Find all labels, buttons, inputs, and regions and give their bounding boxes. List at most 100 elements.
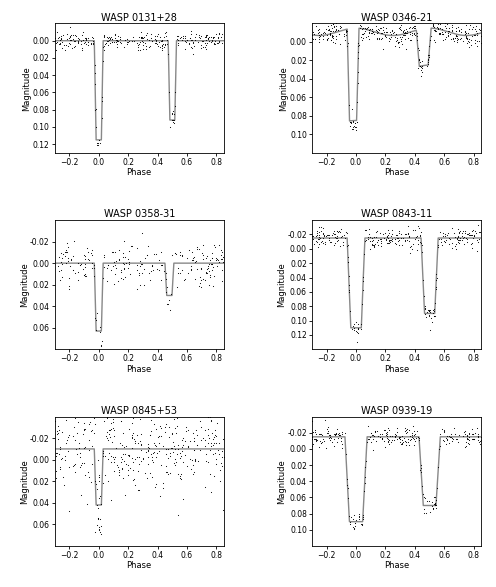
Point [416, 230, 424, 239]
Point [52, 466, 60, 475]
Point [162, 268, 170, 278]
Point [112, 38, 120, 47]
Point [355, 515, 363, 524]
Point [71, 41, 79, 50]
Point [360, 29, 368, 38]
Point [323, 34, 331, 43]
Point [69, 461, 77, 471]
Point [157, 423, 165, 432]
Point [417, 65, 425, 75]
Point [60, 411, 67, 421]
Point [461, 229, 469, 238]
Point [93, 500, 101, 510]
Point [94, 141, 102, 150]
Point [112, 35, 120, 45]
Point [203, 30, 211, 39]
Point [52, 36, 60, 46]
Point [219, 252, 227, 262]
Point [58, 33, 65, 43]
Point [402, 229, 410, 238]
Point [334, 235, 342, 244]
Point [315, 232, 323, 242]
Point [150, 419, 158, 429]
Point [383, 231, 391, 241]
Point [77, 461, 85, 470]
Point [66, 32, 74, 41]
Point [467, 231, 475, 240]
Point [435, 28, 443, 37]
Point [336, 227, 344, 236]
Point [401, 27, 409, 36]
Point [216, 476, 224, 485]
Point [461, 28, 469, 37]
Point [372, 239, 379, 248]
Point [177, 471, 185, 480]
Point [100, 262, 108, 272]
Point [64, 253, 72, 262]
Point [196, 33, 204, 43]
Point [391, 431, 399, 440]
Point [395, 23, 403, 32]
Point [169, 447, 177, 457]
Point [317, 438, 325, 447]
Point [410, 434, 418, 443]
Point [348, 104, 356, 113]
Point [454, 235, 462, 245]
Point [100, 253, 108, 262]
Point [434, 241, 442, 250]
Point [340, 29, 348, 38]
Point [176, 250, 184, 259]
Point [117, 273, 125, 282]
Point [152, 441, 160, 451]
Point [433, 273, 441, 282]
Point [463, 33, 471, 42]
Point [85, 256, 93, 265]
Point [160, 266, 168, 276]
Point [90, 429, 98, 438]
Point [313, 229, 321, 238]
Point [112, 264, 120, 273]
Point [347, 117, 355, 127]
Point [407, 35, 415, 45]
Y-axis label: Magnitude: Magnitude [20, 459, 29, 504]
Point [128, 413, 136, 422]
Point [475, 25, 483, 34]
Point [333, 226, 341, 235]
Point [176, 248, 184, 257]
Point [74, 275, 82, 284]
Point [92, 104, 100, 114]
Point [159, 441, 167, 451]
Point [432, 495, 440, 505]
Point [424, 60, 432, 69]
Point [138, 36, 146, 46]
Point [207, 32, 215, 42]
Point [81, 251, 89, 261]
Point [374, 235, 382, 245]
Point [469, 434, 477, 443]
Point [464, 438, 472, 448]
Point [149, 265, 157, 275]
Point [365, 25, 372, 35]
Point [343, 228, 351, 237]
Point [52, 452, 60, 461]
Point [219, 257, 227, 266]
Point [202, 449, 210, 458]
Point [159, 478, 167, 488]
Point [312, 435, 320, 444]
Point [350, 320, 358, 329]
Point [447, 34, 455, 43]
Point [104, 455, 112, 464]
Point [155, 38, 163, 47]
Point [91, 79, 99, 88]
Point [397, 439, 405, 448]
Point [368, 26, 376, 36]
Point [187, 265, 195, 274]
Point [462, 437, 470, 447]
Point [359, 299, 367, 309]
Point [128, 434, 136, 443]
Point [67, 31, 75, 40]
Point [96, 515, 104, 524]
Point [345, 512, 353, 521]
Point [148, 452, 156, 461]
Point [91, 476, 99, 485]
